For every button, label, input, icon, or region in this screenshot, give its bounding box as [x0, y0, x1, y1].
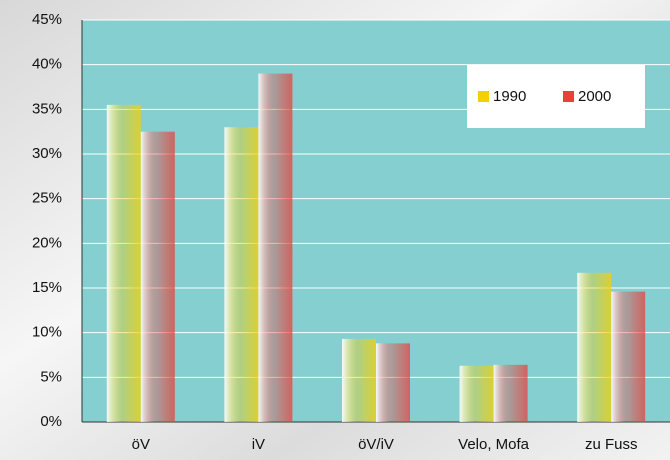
legend-box	[467, 65, 645, 128]
bar	[493, 364, 528, 422]
y-tick-label: 10%	[32, 324, 62, 341]
bar	[376, 343, 410, 422]
bar	[258, 73, 293, 422]
x-tick-label: öV/iV	[358, 436, 394, 453]
x-tick-label: zu Fuss	[585, 436, 638, 453]
legend-swatch	[563, 91, 574, 102]
y-tick-label: 0%	[40, 413, 62, 430]
y-tick-label: 20%	[32, 234, 62, 251]
bar	[106, 104, 141, 422]
bar	[140, 131, 175, 422]
x-tick-label: Velo, Mofa	[458, 436, 530, 453]
y-tick-label: 25%	[32, 190, 62, 207]
y-tick-label: 5%	[40, 368, 62, 385]
bar	[342, 338, 376, 422]
bar	[611, 291, 646, 422]
bar	[224, 127, 259, 422]
x-tick-label: öV	[132, 436, 150, 453]
legend-swatch	[478, 91, 489, 102]
bar	[459, 365, 494, 422]
bar	[577, 272, 612, 422]
y-tick-label: 15%	[32, 279, 62, 296]
legend-label: 1990	[493, 88, 526, 105]
y-tick-label: 35%	[32, 100, 62, 117]
legend-label: 2000	[578, 88, 611, 105]
x-tick-label: iV	[252, 436, 265, 453]
y-tick-label: 40%	[32, 56, 62, 73]
y-tick-label: 30%	[32, 145, 62, 162]
y-tick-label: 45%	[32, 11, 62, 28]
